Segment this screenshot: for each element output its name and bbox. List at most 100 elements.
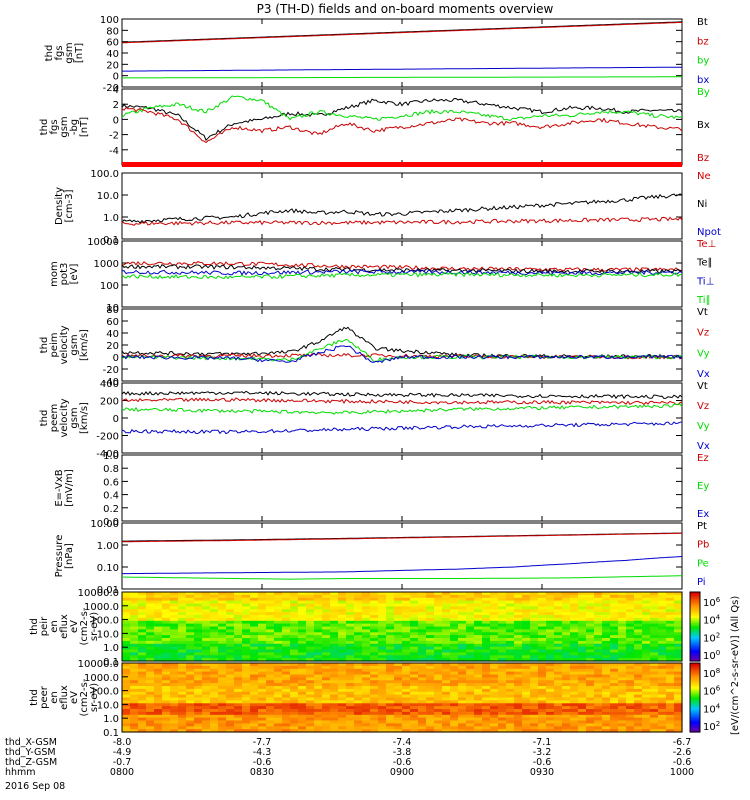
peer-en-eflux-cell	[594, 691, 603, 696]
peir-en-eflux-cell	[234, 615, 243, 619]
peir-en-eflux-cell	[418, 615, 427, 619]
peir-en-eflux-cell	[554, 606, 563, 610]
peir-en-eflux-cell	[378, 603, 387, 607]
peir-en-eflux-cell	[306, 629, 315, 633]
peer-en-eflux-cell	[594, 700, 603, 704]
peir-en-eflux-cell	[362, 600, 371, 605]
peer-en-eflux-cell	[146, 711, 155, 716]
peir-en-eflux-cell	[466, 617, 475, 622]
peer-en-eflux-cell	[282, 729, 291, 733]
peer-en-eflux-cell	[530, 668, 539, 673]
peer-en-eflux-cell	[634, 709, 643, 713]
peer-en-eflux-cell	[610, 720, 619, 724]
xaxis-tick-label: -2.6	[673, 747, 692, 758]
peer-en-eflux-cell	[450, 709, 459, 713]
peir-en-eflux-cell	[386, 623, 395, 628]
peer-en-eflux-cell	[458, 717, 467, 722]
peer-en-eflux-cell	[170, 694, 179, 699]
peir-en-eflux-cell	[594, 655, 603, 659]
peer-en-eflux-cell	[298, 726, 307, 730]
peir-en-eflux-cell	[330, 652, 339, 656]
peer-en-eflux-cell	[306, 709, 315, 713]
peer-en-eflux-cell	[210, 717, 219, 722]
peer-en-eflux-cell	[138, 706, 147, 710]
peir-en-eflux-cell	[146, 623, 155, 628]
peir-en-eflux-cell	[458, 612, 467, 616]
peir-en-eflux-cell	[306, 609, 315, 613]
peer-en-eflux-cell	[514, 709, 523, 713]
peer-en-eflux-cell	[354, 714, 363, 719]
peer-en-eflux-cell	[354, 688, 363, 693]
peer-en-eflux-cell	[274, 674, 283, 678]
peer-en-eflux-cell	[330, 691, 339, 696]
peer-en-eflux-cell	[626, 683, 635, 687]
peir-en-eflux-cell	[258, 594, 267, 599]
peir-en-eflux-cell	[554, 646, 563, 651]
peir-en-eflux-cell	[154, 643, 163, 648]
peir-en-eflux-cell	[290, 592, 299, 596]
peer-en-eflux-cell	[570, 700, 579, 704]
peir-en-eflux-cell	[586, 594, 595, 599]
peir-en-eflux-cell	[386, 600, 395, 605]
pressure-ylabel-line: [nPa]	[64, 543, 75, 569]
peir-en-eflux-cell	[402, 658, 411, 662]
peir-en-eflux-cell	[186, 615, 195, 619]
peer-en-eflux-cell	[250, 686, 259, 690]
fgs-dsl-ylabel: thd fgs gsm -bg [nT]	[39, 116, 90, 137]
peir-en-eflux-cell	[370, 620, 379, 625]
peer-en-eflux-ytick-label: 10000.0	[78, 659, 119, 670]
peir-en-eflux-cell	[130, 643, 139, 648]
peir-en-eflux-cell	[394, 623, 403, 628]
peir-en-eflux-cell	[386, 640, 395, 645]
peir-en-eflux-cell	[650, 609, 659, 613]
peer-en-eflux-cell	[498, 674, 507, 678]
peer-en-eflux-cell	[282, 663, 291, 667]
peer-en-eflux-cell	[322, 686, 331, 690]
fgs-dsl-series-Bz	[121, 107, 683, 144]
peir-en-eflux-cell	[618, 609, 627, 613]
peer-en-eflux-cell	[674, 683, 683, 687]
peir-en-eflux-cell	[178, 638, 187, 642]
peir-en-eflux-colorbar-cell	[690, 659, 700, 662]
peer-en-eflux-colorbar-cell	[690, 688, 700, 692]
peir-en-eflux-cell	[226, 615, 235, 619]
peir-en-eflux-cell	[602, 652, 611, 656]
peer-en-eflux-cell	[226, 683, 235, 687]
peir-en-eflux-cell	[226, 594, 235, 599]
peer-en-eflux-cell	[666, 703, 675, 707]
peer-en-eflux-cell	[418, 665, 427, 670]
panel-density: 100.010.01.00.1	[90, 169, 683, 246]
peir-en-eflux-cell	[522, 643, 531, 648]
peer-en-eflux-cell	[586, 665, 595, 670]
peer-en-eflux-cell	[218, 691, 227, 696]
peer-en-eflux-cell	[386, 717, 395, 722]
peer-en-eflux-cell	[666, 700, 675, 704]
peer-en-eflux-cell	[538, 694, 547, 699]
peir-en-eflux-cell	[586, 640, 595, 645]
peer-en-eflux-cell	[378, 720, 387, 724]
peer-en-eflux-cell	[538, 680, 547, 684]
peir-en-eflux-cell	[650, 594, 659, 599]
peer-en-eflux-cell	[466, 663, 475, 667]
peir-en-eflux-cell	[266, 658, 275, 662]
peir-en-eflux-cell	[594, 620, 603, 625]
peer-en-eflux-cell	[554, 726, 563, 730]
density-legend-Ne: Ne	[697, 171, 711, 182]
peir-en-eflux-cell	[530, 649, 539, 653]
peir-en-eflux-cell	[370, 658, 379, 662]
peer-en-eflux-cell	[338, 697, 347, 701]
peir-en-eflux-cell	[122, 623, 131, 628]
peer-en-eflux-cell	[162, 691, 171, 696]
peir-en-eflux-cell	[274, 597, 283, 602]
peir-en-eflux-cell	[450, 643, 459, 648]
peir-en-eflux-cell	[266, 609, 275, 613]
peer-en-eflux-cell	[498, 709, 507, 713]
peer-en-eflux-cell	[210, 706, 219, 710]
peir-en-eflux-cell	[570, 615, 579, 619]
peir-en-eflux-cell	[138, 606, 147, 610]
peer-en-eflux-cell	[418, 674, 427, 678]
peir-en-eflux-cell	[482, 629, 491, 633]
peir-en-eflux-cell	[202, 632, 211, 636]
peer-en-eflux-cell	[226, 709, 235, 713]
temperature-ylabel-line: pot3	[59, 263, 70, 286]
